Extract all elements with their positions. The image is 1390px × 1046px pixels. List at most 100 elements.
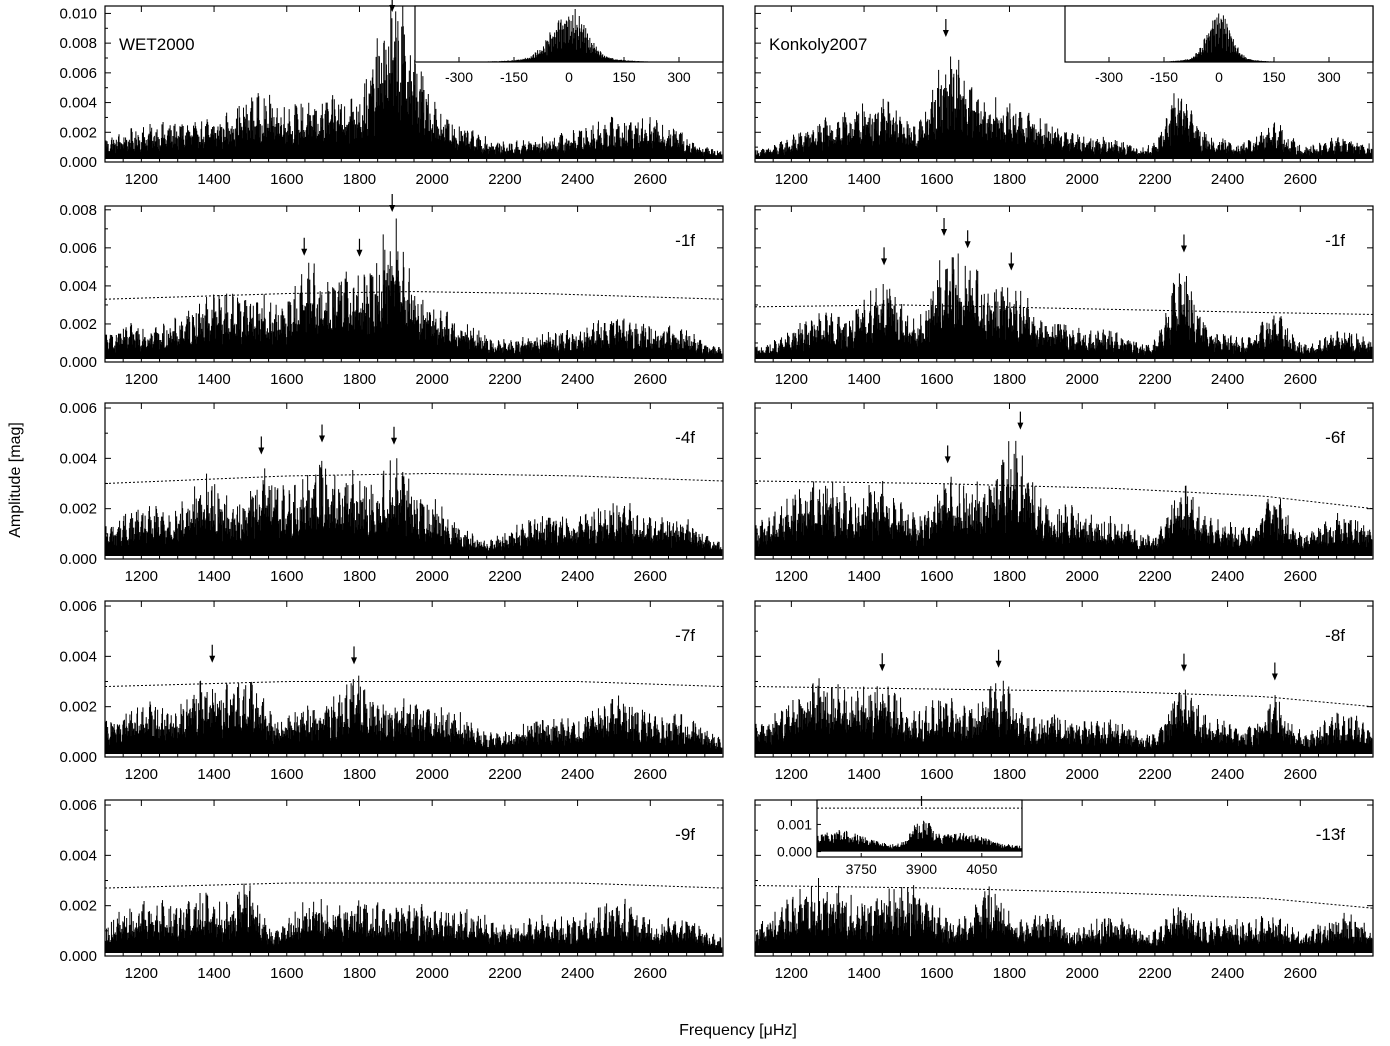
x-tick-label: 2000 [415, 568, 448, 585]
x-tick-label: 2200 [488, 766, 521, 783]
panel-label: -1f [675, 231, 695, 250]
x-tick-label: 2200 [1138, 965, 1171, 982]
x-tick-label: 1200 [125, 965, 158, 982]
x-tick-label: 2400 [1211, 371, 1244, 388]
inset-x-tick-label: 300 [667, 69, 691, 85]
x-tick-label: 1800 [993, 171, 1026, 188]
peak-arrow [879, 653, 886, 672]
x-tick-label: 2600 [1284, 766, 1317, 783]
x-tick-label: 1200 [125, 766, 158, 783]
panel-label: -1f [1325, 231, 1345, 250]
y-axis-label: Amplitude [mag] [7, 422, 24, 538]
x-tick-label: 2400 [1211, 171, 1244, 188]
x-tick-label: 1400 [847, 766, 880, 783]
x-tick-label: 1200 [775, 766, 808, 783]
y-tick-label: 0.006 [59, 240, 97, 257]
peak-arrow [942, 19, 949, 38]
y-tick-label: 0.002 [59, 124, 97, 141]
significance-level-line [104, 681, 724, 688]
x-tick-label: 2000 [1065, 371, 1098, 388]
x-tick-label: 2000 [1065, 171, 1098, 188]
inset-x-tick-label: 4050 [966, 861, 997, 877]
panel-label: -7f [675, 626, 695, 645]
x-tick-label: 1600 [270, 371, 303, 388]
panel-wet2000-prewhite1: 1200 1400 1600 1800 2000 2200 2400 2600 0.000 0.0… [59, 194, 724, 388]
inset-x-tick-label: 300 [1317, 69, 1341, 85]
significance-level-line [754, 480, 1374, 510]
x-tick-label: 2000 [1065, 965, 1098, 982]
x-tick-label: 1600 [270, 766, 303, 783]
inset-x-tick-label: 3900 [906, 861, 937, 877]
inset-x-tick-label: 3750 [846, 861, 877, 877]
y-tick-label: 0.006 [59, 400, 97, 417]
x-tick-label: 1800 [993, 371, 1026, 388]
high-frequency-inset: 3750 3900 4050 0.000 0.001 [777, 796, 1023, 877]
x-tick-label: 1600 [920, 766, 953, 783]
x-tick-label: 2200 [488, 371, 521, 388]
panel-label: -9f [675, 825, 695, 844]
x-tick-label: 1400 [847, 171, 880, 188]
y-tick-label: 0.002 [59, 699, 97, 716]
x-tick-label: 2400 [561, 766, 594, 783]
peak-arrow [356, 238, 363, 257]
y-tick-label: 0.000 [59, 551, 97, 568]
x-tick-label: 1400 [197, 965, 230, 982]
x-tick-label: 1800 [993, 766, 1026, 783]
y-tick-label: 0.004 [59, 278, 97, 295]
x-tick-label: 1400 [197, 568, 230, 585]
x-tick-label: 1200 [125, 371, 158, 388]
y-tick-label: 0.000 [59, 154, 97, 171]
x-tick-label: 2000 [415, 766, 448, 783]
x-tick-label: 1400 [197, 766, 230, 783]
y-tick-label: 0.002 [59, 316, 97, 333]
peak-arrow [391, 426, 398, 445]
amplitude-spectrum [105, 4, 723, 159]
x-tick-label: 1600 [920, 965, 953, 982]
peak-arrow [389, 194, 396, 212]
panel-label: -8f [1325, 626, 1345, 645]
panel-wet2000-prewhite4: 1200 1400 1600 1800 2000 2200 2400 2600 0.000 0.0… [59, 400, 724, 585]
x-tick-label: 2400 [1211, 766, 1244, 783]
x-tick-label: 1400 [847, 965, 880, 982]
peak-arrow [258, 436, 265, 455]
inset-x-tick-label: -300 [445, 69, 473, 85]
y-tick-label: 0.008 [59, 35, 97, 52]
amplitude-spectrum [105, 458, 723, 556]
y-tick-label: 0.000 [59, 749, 97, 766]
y-tick-label: 0.000 [59, 354, 97, 371]
panel-label: -13f [1316, 825, 1346, 844]
x-axis-label: Frequency [μHz] [679, 1022, 797, 1039]
x-tick-label: 1200 [125, 568, 158, 585]
x-tick-label: 2400 [561, 568, 594, 585]
x-tick-label: 1400 [847, 371, 880, 388]
panels-group: 1200 1400 1600 1800 2000 2200 2400 2600 0.000 0.0… [59, 0, 1374, 982]
x-tick-label: 2000 [1065, 568, 1098, 585]
significance-level-line [754, 885, 1374, 909]
y-tick-label: 0.002 [59, 501, 97, 518]
x-tick-label: 1600 [270, 965, 303, 982]
y-tick-label: 0.004 [59, 450, 97, 467]
x-tick-label: 2400 [561, 171, 594, 188]
panel-konkoly2007-prewhite6: 1200 1400 1600 1800 2000 2200 2400 2600 -6f [754, 402, 1374, 585]
y-tick-label: 0.006 [59, 598, 97, 615]
panel-wet2000-prewhite7: 1200 1400 1600 1800 2000 2200 2400 2600 0.000 0.0… [59, 598, 724, 783]
x-tick-label: 2600 [1284, 965, 1317, 982]
x-tick-label: 1800 [343, 568, 376, 585]
significance-level-line [104, 472, 724, 485]
y-tick-label: 0.008 [59, 202, 97, 219]
peak-arrow [1180, 234, 1187, 253]
panel-konkoly2007-prewhite1: 1200 1400 1600 1800 2000 2200 2400 2600 -1f [754, 205, 1374, 388]
panel-wet2000-prewhite0: 1200 1400 1600 1800 2000 2200 2400 2600 0.000 0.0… [59, 0, 724, 188]
peak-arrow [209, 644, 216, 663]
inset-x-tick-label: 150 [612, 69, 636, 85]
x-tick-label: 1200 [125, 171, 158, 188]
x-tick-label: 1800 [343, 371, 376, 388]
peak-arrow [944, 445, 951, 464]
panel-label: WET2000 [119, 35, 195, 54]
peak-arrow [1271, 662, 1278, 681]
x-tick-label: 2000 [415, 171, 448, 188]
x-tick-label: 1200 [775, 371, 808, 388]
inset-x-tick-label: -150 [1150, 69, 1178, 85]
x-tick-label: 2000 [415, 371, 448, 388]
